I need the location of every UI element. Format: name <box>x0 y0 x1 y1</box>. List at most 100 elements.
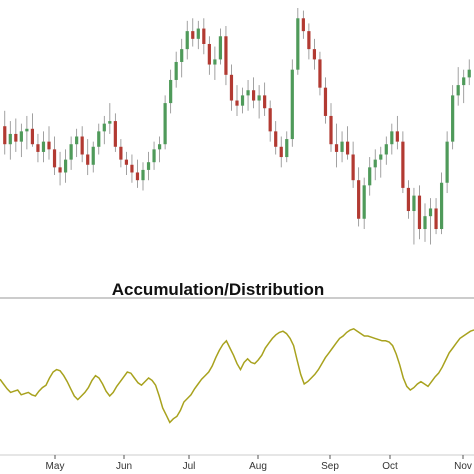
candle <box>296 8 300 75</box>
candle <box>301 10 305 39</box>
candle <box>401 131 405 194</box>
candle <box>456 67 460 106</box>
candle-body <box>362 185 366 219</box>
candle-body <box>445 141 449 183</box>
candle-body <box>451 95 455 142</box>
candle <box>417 185 422 240</box>
candle-body <box>58 167 62 173</box>
candle-body <box>97 131 101 147</box>
candle-body <box>263 95 267 109</box>
candle <box>462 69 466 104</box>
candle <box>108 103 112 134</box>
candle <box>14 118 18 152</box>
candle <box>274 121 278 155</box>
candle <box>395 115 399 150</box>
candle <box>373 149 377 181</box>
candle-body <box>323 87 328 116</box>
candle-body <box>334 144 339 152</box>
candle <box>213 46 217 80</box>
candle <box>207 36 211 75</box>
candle <box>285 131 289 163</box>
candle-body <box>417 195 422 230</box>
candle <box>75 128 79 158</box>
candle-body <box>401 141 405 188</box>
candle <box>368 157 372 196</box>
candle-body <box>279 146 283 158</box>
candle <box>229 64 234 111</box>
candle <box>124 151 129 176</box>
candle-body <box>462 77 466 86</box>
candle-body <box>379 154 383 160</box>
candle-body <box>180 49 184 62</box>
month-label: Jun <box>116 461 132 472</box>
candle <box>174 51 178 88</box>
candle <box>218 28 223 65</box>
candle-body <box>439 182 444 230</box>
candle <box>340 131 344 163</box>
candle <box>312 38 317 70</box>
candle <box>36 133 40 163</box>
candle <box>169 69 173 114</box>
month-label: Jul <box>183 461 196 472</box>
candle <box>439 172 444 235</box>
candle <box>423 203 427 242</box>
candle <box>130 154 134 183</box>
candle-body <box>296 18 300 70</box>
candle-body <box>412 195 416 212</box>
candle-body <box>235 100 239 106</box>
candle <box>19 123 23 158</box>
candle-body <box>52 149 57 168</box>
candle <box>224 25 228 86</box>
candle <box>69 136 73 170</box>
candle <box>8 121 12 160</box>
candle-body <box>135 172 140 181</box>
candle-body <box>456 85 460 96</box>
candle-body <box>152 149 156 163</box>
candle <box>240 87 245 114</box>
candle <box>434 198 438 235</box>
candle-body <box>357 180 361 219</box>
candle <box>445 131 449 194</box>
candle-body <box>47 141 51 150</box>
month-label: Nov <box>454 461 472 472</box>
candle <box>52 136 57 176</box>
candle-body <box>30 128 35 145</box>
candle <box>135 159 140 188</box>
candle <box>30 113 35 147</box>
candle <box>351 141 355 188</box>
candle <box>80 126 84 163</box>
candle-body <box>3 126 7 145</box>
candle-body <box>196 28 200 39</box>
candle <box>163 95 167 150</box>
candle-body <box>307 31 311 50</box>
candle <box>185 20 189 60</box>
candle-body <box>185 31 189 50</box>
candle <box>63 149 68 183</box>
candle <box>25 115 29 150</box>
candle <box>406 180 411 219</box>
candle <box>357 167 361 227</box>
candle <box>119 139 123 168</box>
candle-body <box>163 103 167 145</box>
candle <box>152 141 156 170</box>
candle <box>157 136 162 163</box>
candle-body <box>285 139 289 158</box>
month-label: Oct <box>382 461 398 472</box>
month-label: Sep <box>321 461 339 472</box>
candle <box>307 23 311 60</box>
candle-body <box>146 162 151 170</box>
candle-body <box>268 108 272 132</box>
candle <box>379 146 383 178</box>
candle-body <box>119 146 123 160</box>
candle-body <box>368 167 372 186</box>
candle <box>345 126 350 160</box>
candle-body <box>19 131 23 142</box>
candle-body <box>91 146 95 165</box>
candle-body <box>290 69 294 140</box>
candle-body <box>130 164 134 173</box>
candle-body <box>207 43 211 65</box>
candle <box>146 151 151 181</box>
candle <box>318 51 322 96</box>
candle <box>412 187 416 245</box>
candle <box>113 113 117 152</box>
